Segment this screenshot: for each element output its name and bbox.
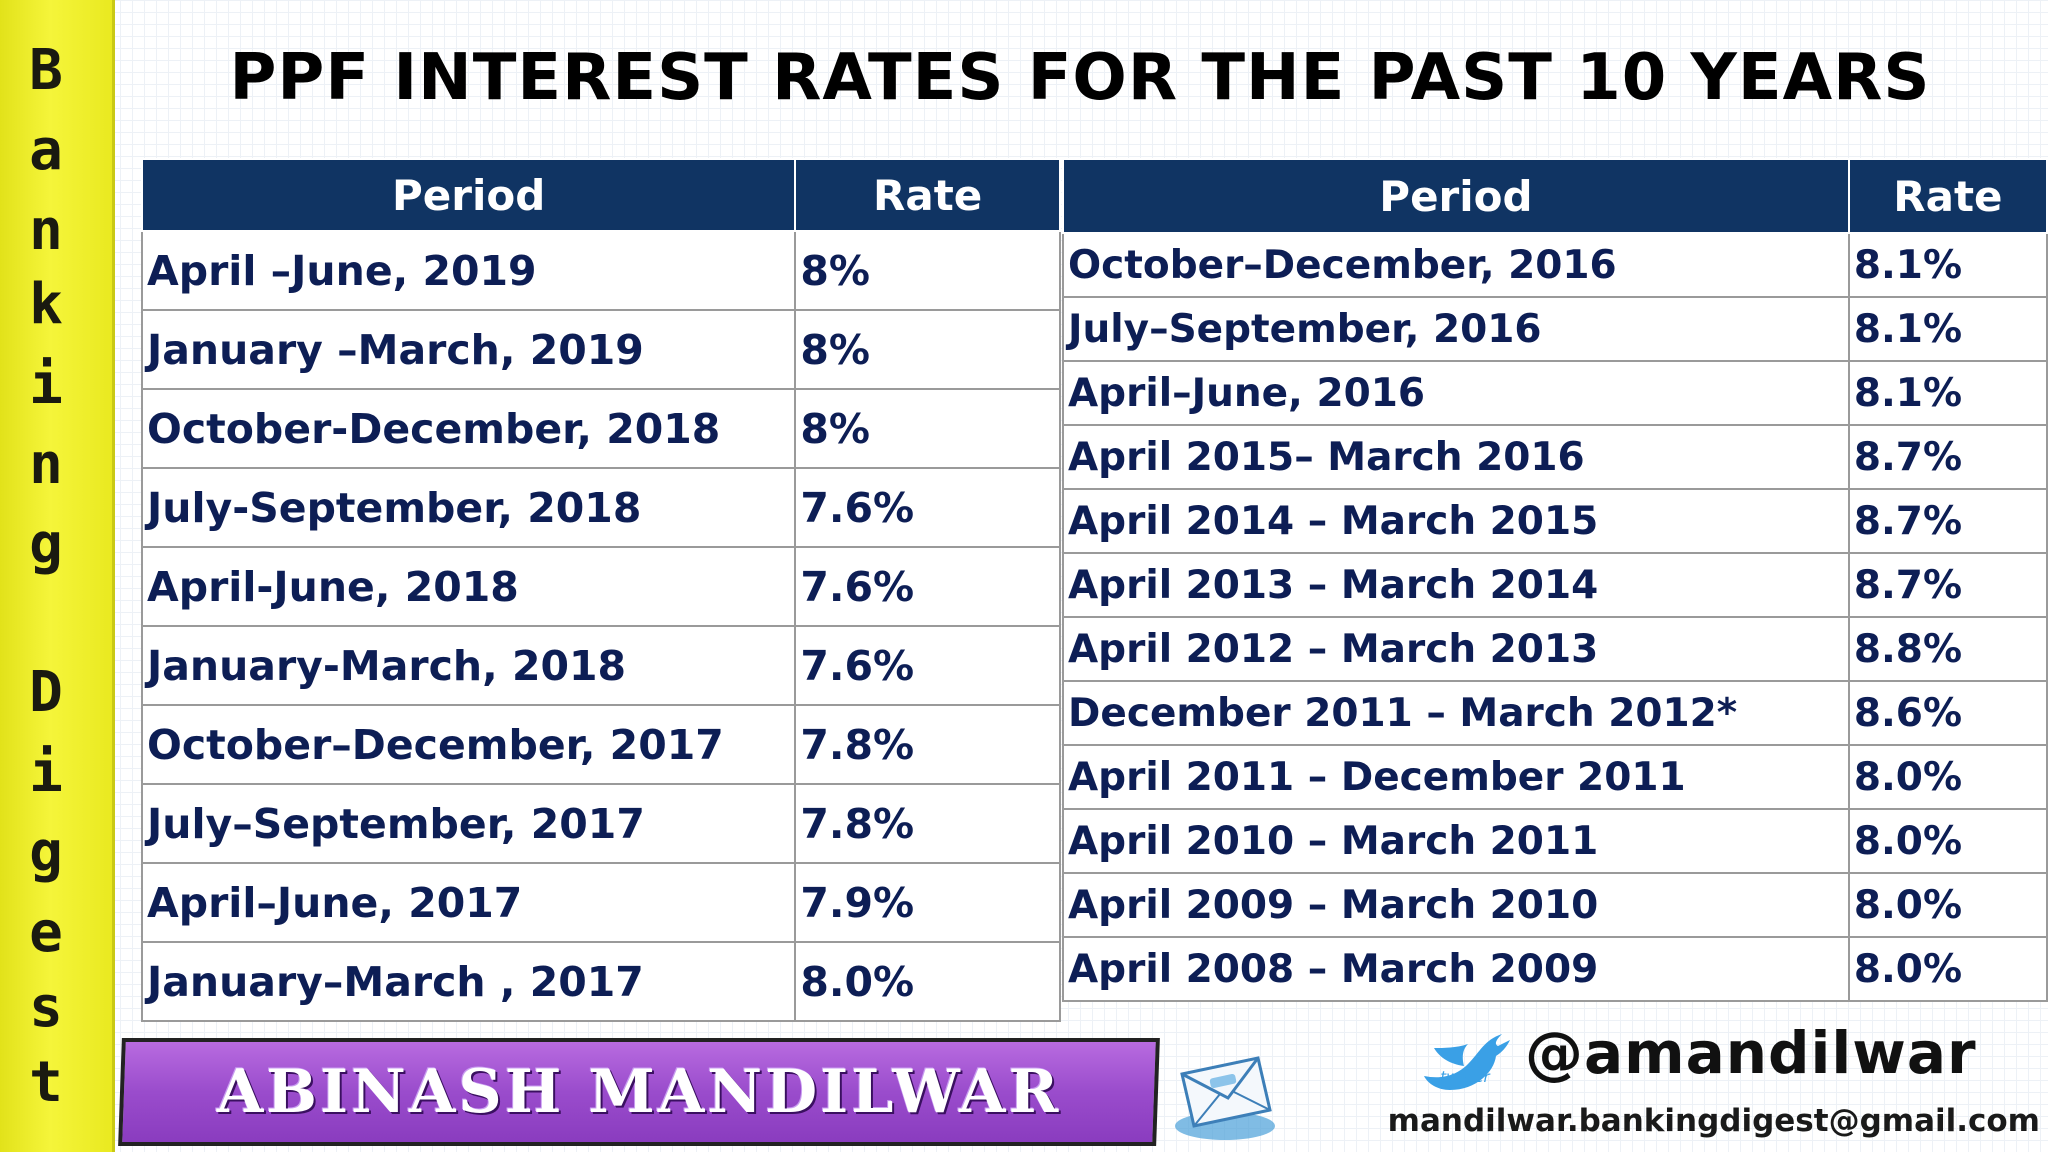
rate-cell: 7.8% (794, 783, 1061, 864)
rate-cell: 8.7% (1847, 552, 2048, 618)
table-header-row: Period Rate (140, 158, 1061, 232)
period-cell: July–September, 2017 (140, 783, 797, 864)
period-cell: April 2012 – March 2013 (1062, 616, 1850, 682)
table-header-row: Period Rate (1062, 158, 2048, 234)
period-cell: October-December, 2018 (140, 388, 797, 469)
table-row: April 2013 – March 2014 8.7% (1062, 552, 2048, 618)
table-row: January –March, 2019 8% (140, 309, 1061, 390)
side-letter: i (29, 352, 63, 417)
table-row: October–December, 2016 8.1% (1062, 232, 2048, 298)
rate-cell: 8.7% (1847, 424, 2048, 490)
column-header-rate: Rate (1847, 158, 2048, 234)
period-cell: January–March , 2017 (140, 941, 797, 1022)
column-header-period: Period (1062, 158, 1850, 234)
table-row: April 2014 – March 2015 8.7% (1062, 488, 2048, 554)
rates-table-left: Period Rate April –June, 2019 8% January … (140, 158, 1061, 1022)
table-row: April 2008 – March 2009 8.0% (1062, 936, 2048, 1002)
rates-table-right: Period Rate October–December, 2016 8.1% J… (1062, 158, 2048, 1002)
table-row: April–June, 2016 8.1% (1062, 360, 2048, 426)
author-name: ABINASH MANDILWAR (216, 1057, 1062, 1127)
side-brand-strip: B a n k i n g D i g e s t (0, 0, 115, 1152)
rate-cell: 8.0% (1847, 808, 2048, 874)
period-cell: April 2010 – March 2011 (1062, 808, 1850, 874)
page-title: PPF INTEREST RATES FOR THE PAST 10 YEARS (229, 41, 1931, 115)
period-cell: October–December, 2017 (140, 704, 797, 785)
column-header-rate: Rate (794, 158, 1061, 232)
side-letter: D (29, 660, 63, 725)
rate-cell: 8.0% (1847, 744, 2048, 810)
rate-cell: 7.6% (794, 546, 1061, 627)
period-cell: July-September, 2018 (140, 467, 797, 548)
table-row: April 2009 – March 2010 8.0% (1062, 872, 2048, 938)
rate-cell: 8.0% (794, 941, 1061, 1022)
table-row: July–September, 2016 8.1% (1062, 296, 2048, 362)
side-letter: g (29, 512, 63, 577)
rate-cell: 7.6% (794, 625, 1061, 706)
table-row: April 2011 – December 2011 8.0% (1062, 744, 2048, 810)
period-cell: April 2014 – March 2015 (1062, 488, 1850, 554)
table-row: April –June, 2019 8% (140, 230, 1061, 311)
table-row: April 2012 – March 2013 8.8% (1062, 616, 2048, 682)
table-row: January–March , 2017 8.0% (140, 941, 1061, 1022)
period-cell: April 2015– March 2016 (1062, 424, 1850, 490)
rate-cell: 8% (794, 388, 1061, 469)
side-letter: e (29, 900, 63, 965)
table-row: July-September, 2018 7.6% (140, 467, 1061, 548)
side-letter: n (29, 432, 63, 497)
rate-cell: 8.0% (1847, 936, 2048, 1002)
rate-cell: 7.6% (794, 467, 1061, 548)
period-cell: April–June, 2016 (1062, 360, 1850, 426)
side-letter: t (29, 1050, 63, 1115)
rate-cell: 8.7% (1847, 488, 2048, 554)
side-letter: g (29, 820, 63, 885)
period-cell: July–September, 2016 (1062, 296, 1850, 362)
rate-cell: 8.8% (1847, 616, 2048, 682)
period-cell: April-June, 2018 (140, 546, 797, 627)
period-cell: April –June, 2019 (140, 230, 797, 311)
table-row: October-December, 2018 8% (140, 388, 1061, 469)
twitter-caption: twitter (1440, 1068, 1490, 1086)
table-row: December 2011 – March 2012* 8.6% (1062, 680, 2048, 746)
rate-cell: 8.1% (1847, 296, 2048, 362)
period-cell: April 2013 – March 2014 (1062, 552, 1850, 618)
side-letter: a (29, 118, 63, 183)
table-row: April 2015– March 2016 8.7% (1062, 424, 2048, 490)
rate-cell: 8.0% (1847, 872, 2048, 938)
rate-cell: 7.9% (794, 862, 1061, 943)
period-cell: October–December, 2016 (1062, 232, 1850, 298)
period-cell: January-March, 2018 (140, 625, 797, 706)
side-letter: i (29, 740, 63, 805)
table-row: January-March, 2018 7.6% (140, 625, 1061, 706)
table-row: July–September, 2017 7.8% (140, 783, 1061, 864)
period-cell: April 2008 – March 2009 (1062, 936, 1850, 1002)
table-row: April 2010 – March 2011 8.0% (1062, 808, 2048, 874)
period-cell: January –March, 2019 (140, 309, 797, 390)
period-cell: April 2011 – December 2011 (1062, 744, 1850, 810)
rate-cell: 8% (794, 309, 1061, 390)
table-row: April–June, 2017 7.9% (140, 862, 1061, 943)
period-cell: April 2009 – March 2010 (1062, 872, 1850, 938)
mail-icon (1175, 1056, 1275, 1140)
twitter-bird-icon (1424, 1034, 1510, 1090)
rate-cell: 7.8% (794, 704, 1061, 785)
rate-cell: 8.1% (1847, 232, 2048, 298)
twitter-handle: @amandilwar (1525, 1019, 1977, 1087)
table-row: October–December, 2017 7.8% (140, 704, 1061, 785)
table-row: April-June, 2018 7.6% (140, 546, 1061, 627)
contact-email: mandilwar.bankingdigest@gmail.com (1387, 1103, 2040, 1139)
period-cell: April–June, 2017 (140, 862, 797, 943)
rate-cell: 8.6% (1847, 680, 2048, 746)
side-letter: n (29, 198, 63, 263)
rate-cell: 8.1% (1847, 360, 2048, 426)
side-letter: s (29, 975, 63, 1040)
side-letter: B (29, 38, 63, 103)
side-letter: k (29, 272, 63, 337)
column-header-period: Period (140, 158, 797, 232)
rate-cell: 8% (794, 230, 1061, 311)
period-cell: December 2011 – March 2012* (1062, 680, 1850, 746)
